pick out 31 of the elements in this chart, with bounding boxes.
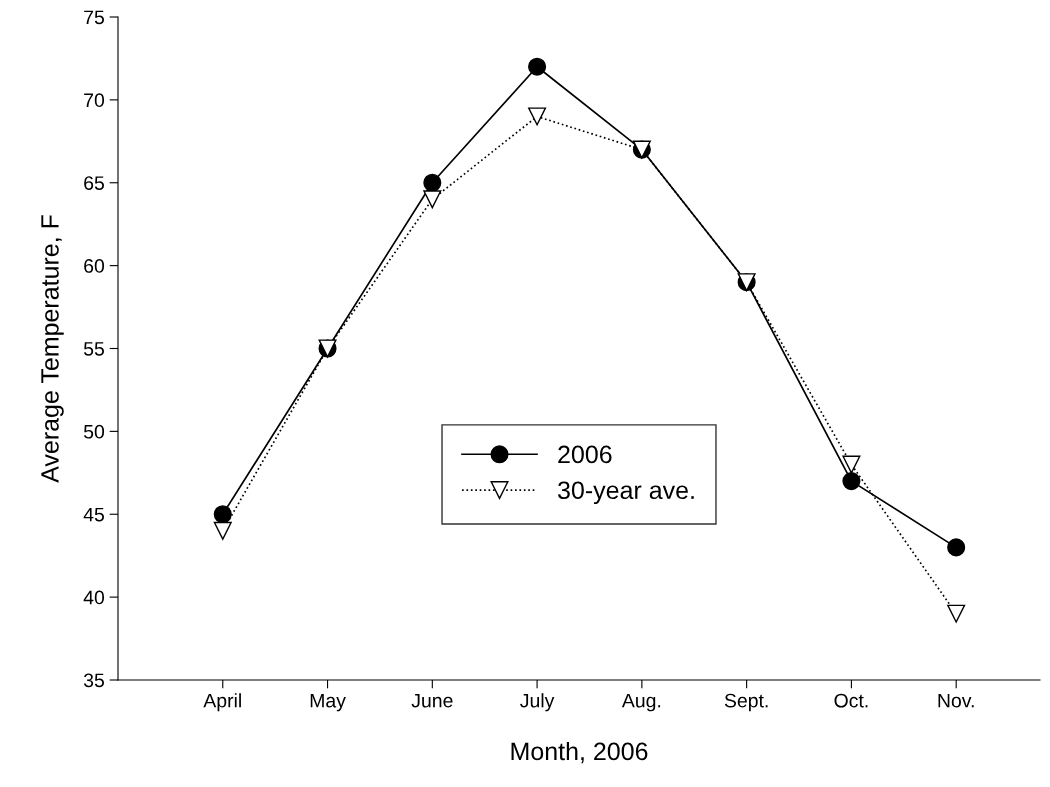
y-tick-label: 65 [84, 176, 104, 190]
point [947, 538, 966, 557]
x-tick-label: April [203, 693, 241, 712]
point [528, 57, 547, 76]
x-tick-label: Aug. [621, 693, 661, 712]
y-tick-label: 75 [84, 10, 104, 25]
point [528, 107, 547, 126]
x-tick-label: Oct. [834, 693, 868, 708]
point [213, 521, 232, 540]
x-tick-label: July [520, 693, 555, 712]
y-tick-label: 40 [83, 590, 105, 605]
point [842, 455, 861, 474]
point [423, 190, 442, 209]
y-tick-label: 70 [84, 93, 105, 108]
y-tick-label: 50 [83, 424, 105, 439]
legend-label: 30-year ave. [557, 481, 694, 505]
legend-label: 2006 [558, 445, 612, 464]
y-tick-label: 55 [83, 342, 104, 356]
x-tick-label: Nov. [938, 693, 974, 708]
point [213, 505, 232, 524]
x-tick-label: May [310, 693, 346, 712]
y-tick-label: 45 [83, 507, 104, 522]
y-axis-title: Average Temperature, F [41, 215, 64, 483]
x-tick-label: Sept. [724, 693, 768, 712]
y-tick-label: 35 [83, 673, 104, 688]
point [423, 173, 442, 192]
y-tick-label: 60 [84, 259, 105, 273]
x-axis-title: Month, 2006 [511, 741, 648, 764]
x-tick-label: June [411, 693, 453, 708]
point [842, 472, 861, 491]
point [947, 604, 966, 623]
